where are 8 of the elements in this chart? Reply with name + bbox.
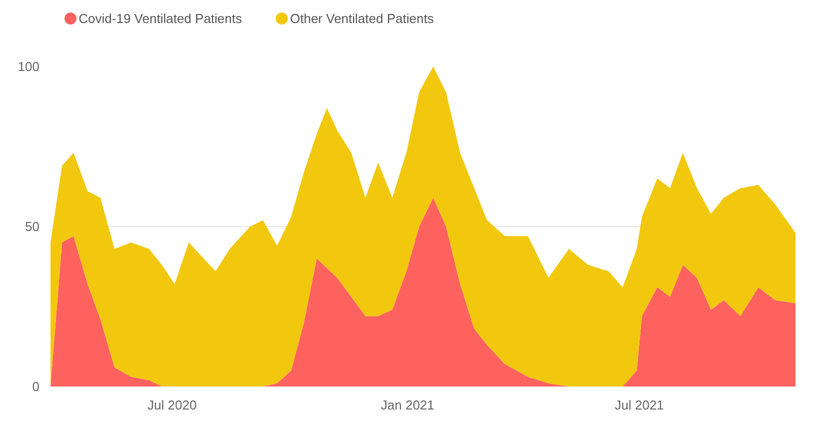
legend-label: Other Ventilated Patients	[290, 11, 434, 26]
y-tick-label: 50	[25, 219, 40, 234]
x-tick-label: Jul 2020	[148, 398, 197, 412]
x-tick-label: Jul 2021	[614, 398, 664, 412]
x-tick-label: Jan 2021	[380, 398, 434, 412]
legend-label: Covid-19 Ventilated Patients	[78, 11, 242, 26]
y-tick-label: 0	[32, 379, 40, 394]
y-tick-label: 100	[18, 59, 40, 74]
